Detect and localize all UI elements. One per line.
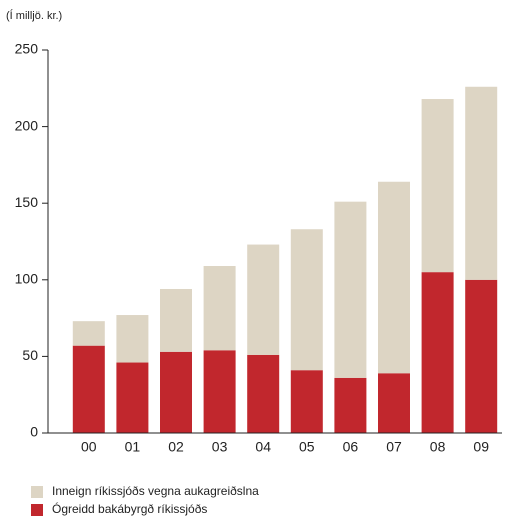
bar-segment — [72, 345, 105, 433]
x-tick-label: 07 — [386, 439, 402, 455]
bar-segment — [160, 351, 192, 433]
y-tick-label: 150 — [15, 194, 39, 210]
bar-segment — [378, 373, 410, 433]
legend-swatch — [31, 504, 43, 516]
bar-segment — [116, 362, 149, 433]
y-tick-label: 0 — [30, 424, 38, 440]
x-tick-label: 02 — [168, 439, 184, 455]
legend-swatch — [31, 486, 43, 498]
bar-segment — [334, 201, 367, 378]
bar-segment — [465, 86, 498, 280]
bar-segment — [421, 99, 454, 273]
x-tick-label: 01 — [125, 439, 141, 455]
bar-segment — [203, 266, 236, 351]
legend-label: Inneign ríkissjóðs vegna aukagreiðslna — [52, 484, 259, 498]
bar-segment — [247, 354, 280, 433]
bar-segment — [378, 181, 410, 374]
x-tick-label: 05 — [299, 439, 315, 455]
bar-segment — [290, 229, 323, 371]
y-tick-label: 250 — [15, 41, 39, 57]
bar-segment — [465, 279, 498, 433]
x-tick-label: 08 — [430, 439, 446, 455]
x-tick-label: 06 — [343, 439, 359, 455]
x-tick-label: 00 — [81, 439, 97, 455]
legend-label: Ógreidd bakábyrgð ríkissjóðs — [52, 501, 207, 516]
bar-segment — [247, 244, 280, 355]
y-axis-label: (Í milljö. kr.) — [6, 9, 62, 22]
y-tick-label: 50 — [22, 347, 38, 363]
bar-segment — [203, 350, 236, 433]
bar-segment — [334, 377, 367, 433]
bar-segment — [421, 272, 454, 433]
x-tick-label: 09 — [473, 439, 489, 455]
x-tick-label: 04 — [255, 439, 271, 455]
bar-segment — [116, 315, 149, 363]
bar-segment — [72, 321, 105, 346]
y-tick-label: 100 — [15, 271, 39, 287]
y-tick-label: 200 — [15, 117, 39, 133]
bar-segment — [290, 370, 323, 433]
x-tick-label: 03 — [212, 439, 228, 455]
bar-segment — [160, 288, 192, 352]
